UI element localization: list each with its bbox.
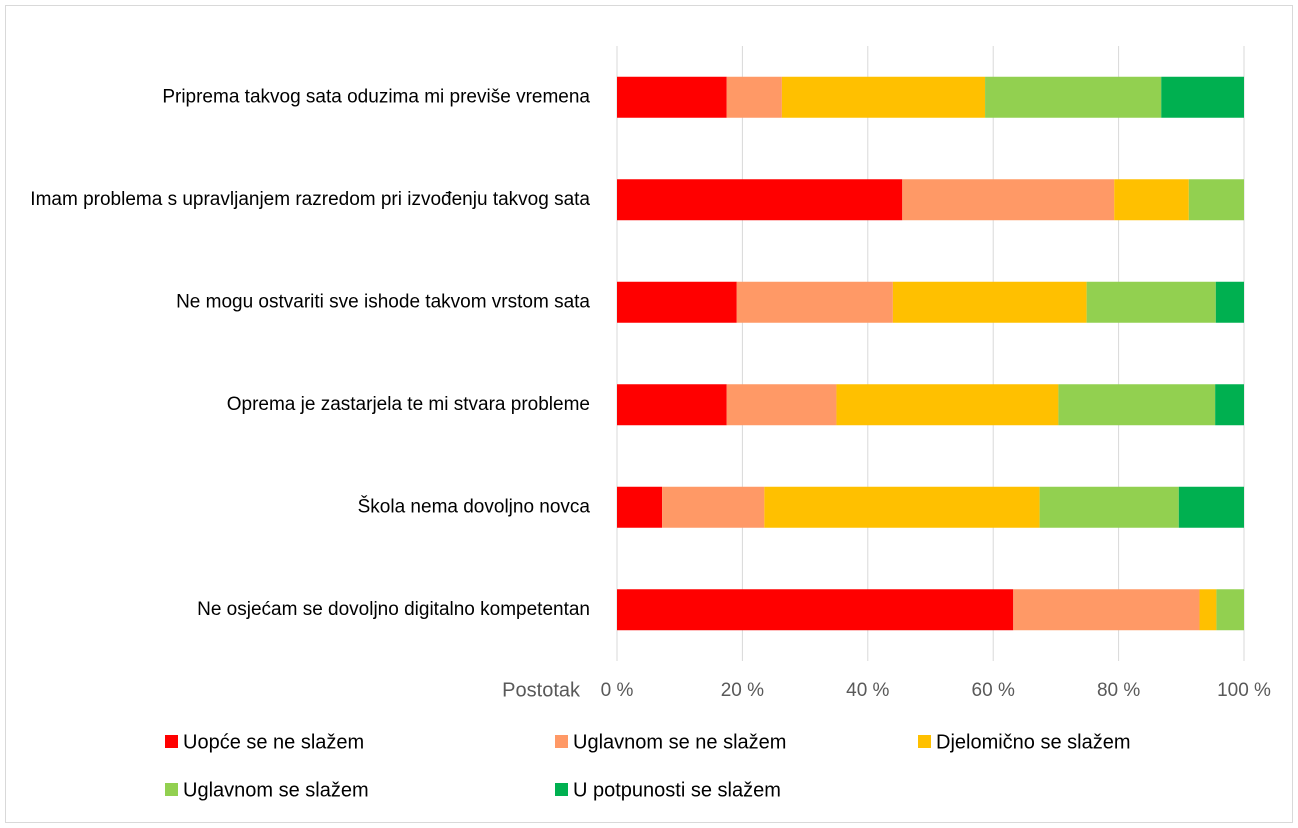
x-tick-label: 60 % bbox=[972, 680, 1015, 701]
y-tick-label: Ne mogu ostvariti sve ishode takvom vrst… bbox=[176, 291, 590, 312]
y-tick-label: Imam problema s upravljanjem razredom pr… bbox=[30, 189, 590, 210]
bar-segment bbox=[617, 486, 663, 528]
legend-swatch bbox=[555, 783, 568, 796]
legend-swatch bbox=[918, 735, 931, 748]
bar-segment bbox=[1013, 589, 1200, 631]
bar-segment bbox=[1215, 384, 1244, 426]
legend-label: Djelomično se slažem bbox=[936, 731, 1131, 753]
bar-segment bbox=[617, 589, 1014, 631]
bar-segment bbox=[1188, 179, 1244, 221]
y-tick-label: Priprema takvog sata oduzima mi previše … bbox=[162, 86, 590, 107]
bar-segment bbox=[892, 281, 1087, 323]
bar-segment bbox=[985, 76, 1162, 118]
legend-label: Uglavnom se slažem bbox=[183, 779, 369, 801]
bar-segment bbox=[726, 384, 837, 426]
legend-label: U potpunosti se slažem bbox=[573, 779, 781, 801]
bar-segment bbox=[736, 281, 893, 323]
bar-segment bbox=[726, 76, 782, 118]
y-tick-label: Oprema je zastarjela te mi stvara proble… bbox=[227, 394, 590, 415]
bar-segment bbox=[902, 179, 1115, 221]
bar-segment bbox=[1086, 281, 1216, 323]
bar-segment bbox=[617, 384, 727, 426]
bar-segment bbox=[1199, 589, 1217, 631]
bar-segment bbox=[617, 179, 903, 221]
bar-segment bbox=[1161, 76, 1244, 118]
y-tick-label: Škola nema dovoljno novca bbox=[358, 495, 591, 517]
y-tick-label: Ne osjećam se dovoljno digitalno kompete… bbox=[197, 599, 590, 620]
legend-swatch bbox=[555, 735, 568, 748]
x-tick-label: 40 % bbox=[846, 680, 889, 701]
legend-label: Uglavnom se ne slažem bbox=[573, 731, 786, 753]
bar-segment bbox=[1216, 589, 1244, 631]
bar-segment bbox=[617, 281, 737, 323]
x-tick-label: 0 % bbox=[601, 680, 634, 701]
legend-label: Uopće se ne slažem bbox=[183, 731, 364, 753]
bar-segment bbox=[617, 76, 727, 118]
legend-swatch bbox=[165, 783, 178, 796]
bar-segment bbox=[764, 486, 1040, 528]
bar-segment bbox=[1058, 384, 1216, 426]
x-tick-label: 80 % bbox=[1097, 680, 1140, 701]
x-axis-label: Postotak bbox=[502, 679, 581, 701]
bar-segment bbox=[781, 76, 986, 118]
bar-segment bbox=[1114, 179, 1189, 221]
bar-segment bbox=[1039, 486, 1179, 528]
x-tick-label: 20 % bbox=[721, 680, 764, 701]
bar-segment bbox=[836, 384, 1059, 426]
legend-swatch bbox=[165, 735, 178, 748]
bar-segment bbox=[662, 486, 765, 528]
bar-segment bbox=[1215, 281, 1244, 323]
x-tick-label: 100 % bbox=[1217, 680, 1271, 701]
bar-segment bbox=[1178, 486, 1244, 528]
